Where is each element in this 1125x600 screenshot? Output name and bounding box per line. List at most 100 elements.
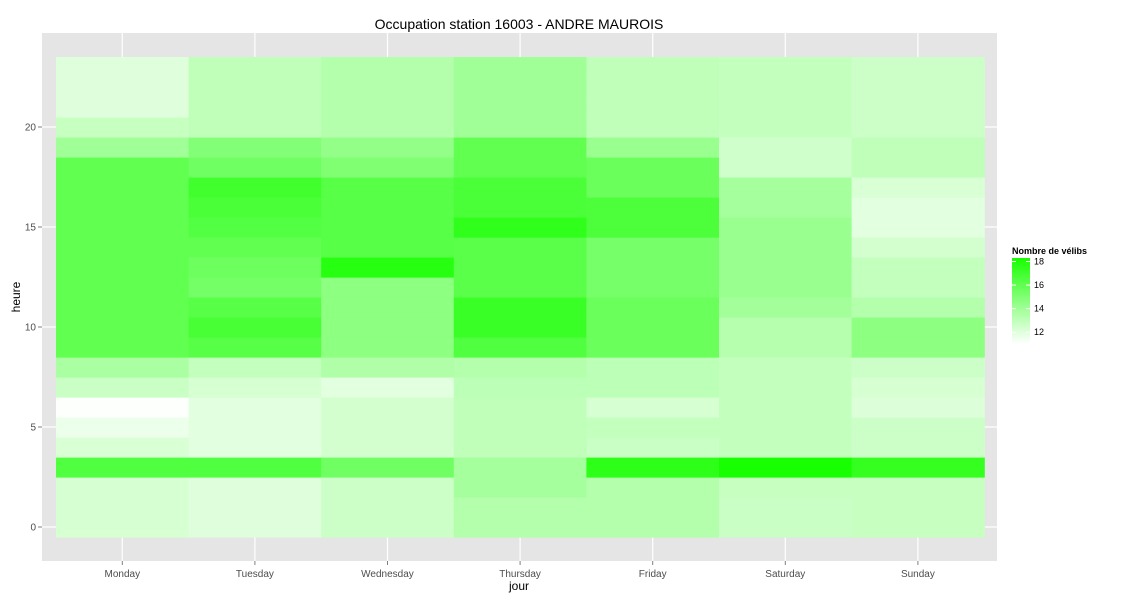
heatmap-cell (586, 177, 720, 198)
heatmap-cell (586, 197, 720, 218)
heatmap-cell (321, 137, 455, 158)
heatmap-cell (586, 157, 720, 178)
heatmap-cell (453, 197, 587, 218)
heatmap-cell (321, 77, 455, 98)
heatmap-cell (188, 217, 322, 238)
heatmap-cell (56, 137, 190, 158)
heatmap-cell (321, 317, 455, 338)
heatmap-cell (188, 497, 322, 518)
heatmap-cell (453, 517, 587, 538)
heatmap-cell (719, 517, 853, 538)
heatmap-cell (453, 157, 587, 178)
heatmap-cell (719, 157, 853, 178)
heatmap-cell (719, 277, 853, 298)
heatmap-cell (586, 377, 720, 398)
heatmap-cell (321, 117, 455, 138)
heatmap-cell (719, 397, 853, 418)
heatmap-cell (851, 77, 985, 98)
heatmap-cell (453, 477, 587, 498)
legend-title: Nombre de vélibs (1012, 246, 1087, 256)
x-tick-label: Sunday (901, 569, 935, 580)
heatmap-cell (56, 197, 190, 218)
heatmap-cell (56, 357, 190, 378)
heatmap-cell (321, 457, 455, 478)
heatmap-cell (321, 357, 455, 378)
x-tick-label: Saturday (765, 569, 805, 580)
heatmap-cell (586, 297, 720, 318)
heatmap-cell (56, 157, 190, 178)
heatmap-cell (586, 97, 720, 118)
heatmap-cell (56, 257, 190, 278)
x-tick-label: Wednesday (361, 569, 414, 580)
heatmap-cell (321, 397, 455, 418)
heatmap-cell (719, 497, 853, 518)
heatmap-cell (851, 217, 985, 238)
heatmap-cell (321, 57, 455, 78)
heatmap-cell (719, 257, 853, 278)
heatmap-cell (719, 477, 853, 498)
heatmap-cell (188, 277, 322, 298)
heatmap-cell (586, 277, 720, 298)
heatmap-cell (453, 457, 587, 478)
heatmap-cell (56, 237, 190, 258)
heatmap-cell (586, 457, 720, 478)
y-tick-label: 20 (25, 123, 37, 134)
color-legend: Nombre de vélibs 12 14 16 18 (1012, 246, 1087, 344)
heatmap-cell (586, 217, 720, 238)
heatmap-cell (188, 257, 322, 278)
x-axis: Monday Tuesday Wednesday Thursday Friday Satu… (105, 561, 935, 580)
heatmap-cell (453, 137, 587, 158)
heatmap-cell (851, 357, 985, 378)
heatmap-cell (719, 297, 853, 318)
heatmap-cell (453, 377, 587, 398)
heatmap-cell (586, 337, 720, 358)
heatmap-cell (321, 437, 455, 458)
y-tick-label: 15 (25, 223, 37, 234)
heatmap-cell (719, 237, 853, 258)
heatmap-cell (321, 237, 455, 258)
heatmap-cell (851, 177, 985, 198)
heatmap-cell (851, 277, 985, 298)
heatmap-cell (321, 197, 455, 218)
heatmap-cell (321, 297, 455, 318)
heatmap-cell (453, 497, 587, 518)
heatmap-cell (56, 277, 190, 298)
heatmap-cell (586, 137, 720, 158)
heatmap-cell (851, 137, 985, 158)
y-tick-label: 10 (25, 323, 37, 334)
heatmap-cell (321, 257, 455, 278)
heatmap-cell (321, 337, 455, 358)
heatmap-cell (188, 377, 322, 398)
heatmap-cell (586, 77, 720, 98)
heatmap-cell (586, 257, 720, 278)
heatmap-cell (188, 517, 322, 538)
heatmap-cell (851, 97, 985, 118)
x-tick-label: Thursday (499, 569, 541, 580)
heatmap-cell (719, 457, 853, 478)
heatmap-cell (453, 437, 587, 458)
heatmap-cell (586, 237, 720, 258)
chart-title: Occupation station 16003 - ANDRE MAUROIS (375, 16, 664, 32)
legend-tick-label: 12 (1034, 327, 1044, 337)
heatmap-cell (321, 157, 455, 178)
y-tick-label: 5 (30, 423, 36, 434)
heatmap-cell (586, 57, 720, 78)
heatmap-cell (851, 377, 985, 398)
heatmap-cell (56, 397, 190, 418)
heatmap-cell (321, 97, 455, 118)
heatmap-cell (851, 117, 985, 138)
x-tick-label: Monday (105, 569, 141, 580)
heatmap-cell (321, 477, 455, 498)
heatmap-cell (188, 57, 322, 78)
heatmap-cell (56, 337, 190, 358)
heatmap-cell (188, 177, 322, 198)
heatmap-cell (56, 217, 190, 238)
heatmap-cell (851, 517, 985, 538)
heatmap-cell (851, 397, 985, 418)
heatmap-cell (188, 357, 322, 378)
heatmap-cell (851, 457, 985, 478)
heatmap-cell (586, 397, 720, 418)
heatmap-cell (453, 217, 587, 238)
heatmap-cell (453, 257, 587, 278)
heatmap-cell (453, 77, 587, 98)
